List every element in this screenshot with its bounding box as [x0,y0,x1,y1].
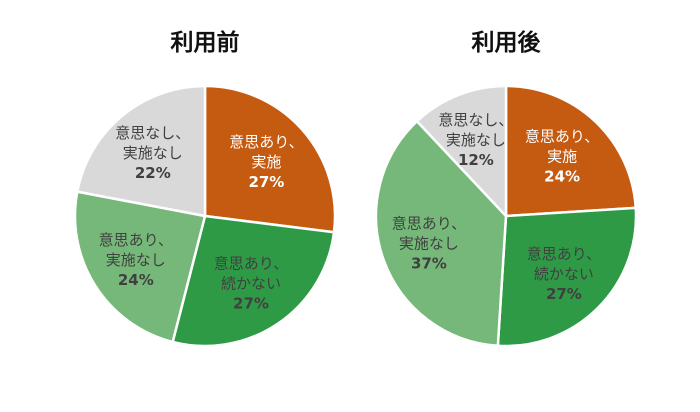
data-label-category: 実施なし [106,251,166,269]
data-label: 意思あり、続かない 27% [527,245,601,303]
data-label-percent: 12% [458,151,494,169]
data-label: 意思なし、実施なし 12% [438,111,513,169]
data-label-category: 意思あり、 [214,255,288,273]
data-label: 意思あり、実施なし 24% [99,231,173,289]
data-label-percent: 24% [544,167,580,185]
data-label-category: 意思なし、 [438,111,513,129]
data-label-category: 意思あり、 [392,215,466,233]
slice-intent-not-continued [496,206,638,348]
data-label-percent: 27% [546,285,582,303]
data-label-category: 実施なし [123,144,183,162]
data-label-category: 実施なし [399,235,459,253]
data-label-percent: 27% [248,173,284,191]
chart-title-before: 利用前 [171,29,240,56]
slice-no-intent-no-practice [76,84,207,218]
data-label: 意思あり、実施なし 37% [392,215,466,273]
data-label-percent: 22% [135,164,171,182]
data-label-category: 実施 [251,153,281,171]
data-label: 意思あり、続かない 27% [214,255,288,313]
data-label: 意思あり、実施 27% [229,133,303,191]
data-label-category: 意思あり、 [527,245,601,263]
pie-before: 意思あり、実施 27%意思あり、続かない 27%意思あり、実施なし 24%意思なし、実… [73,84,337,348]
slice-intent-practice [504,84,637,218]
data-label-category: 意思あり、 [99,231,173,249]
slice-intent-not-continued [171,214,336,348]
slice-intent-no-practice [374,119,508,347]
data-label-category: 意思なし、 [115,124,190,142]
data-label-category: 続かない [221,275,281,293]
data-label: 意思なし、実施なし 22% [115,124,190,182]
data-label-category: 実施 [547,147,577,165]
data-label-category: 意思あり、 [525,127,599,145]
slice-no-intent-no-practice [415,84,508,218]
slice-intent-no-practice [73,190,207,344]
data-label-category: 続かない [534,265,594,283]
slice-intent-practice [203,84,337,234]
data-label-percent: 24% [118,271,154,289]
data-label-percent: 37% [411,255,447,273]
data-label: 意思あり、実施 24% [525,127,599,185]
data-label-percent: 27% [233,295,269,313]
pie-after: 意思あり、実施 24%意思あり、続かない 27%意思あり、実施なし 37%意思なし、実… [374,84,638,348]
chart-title-after: 利用後 [472,29,542,56]
data-label-category: 意思あり、 [229,133,303,151]
data-label-category: 実施なし [446,131,506,149]
